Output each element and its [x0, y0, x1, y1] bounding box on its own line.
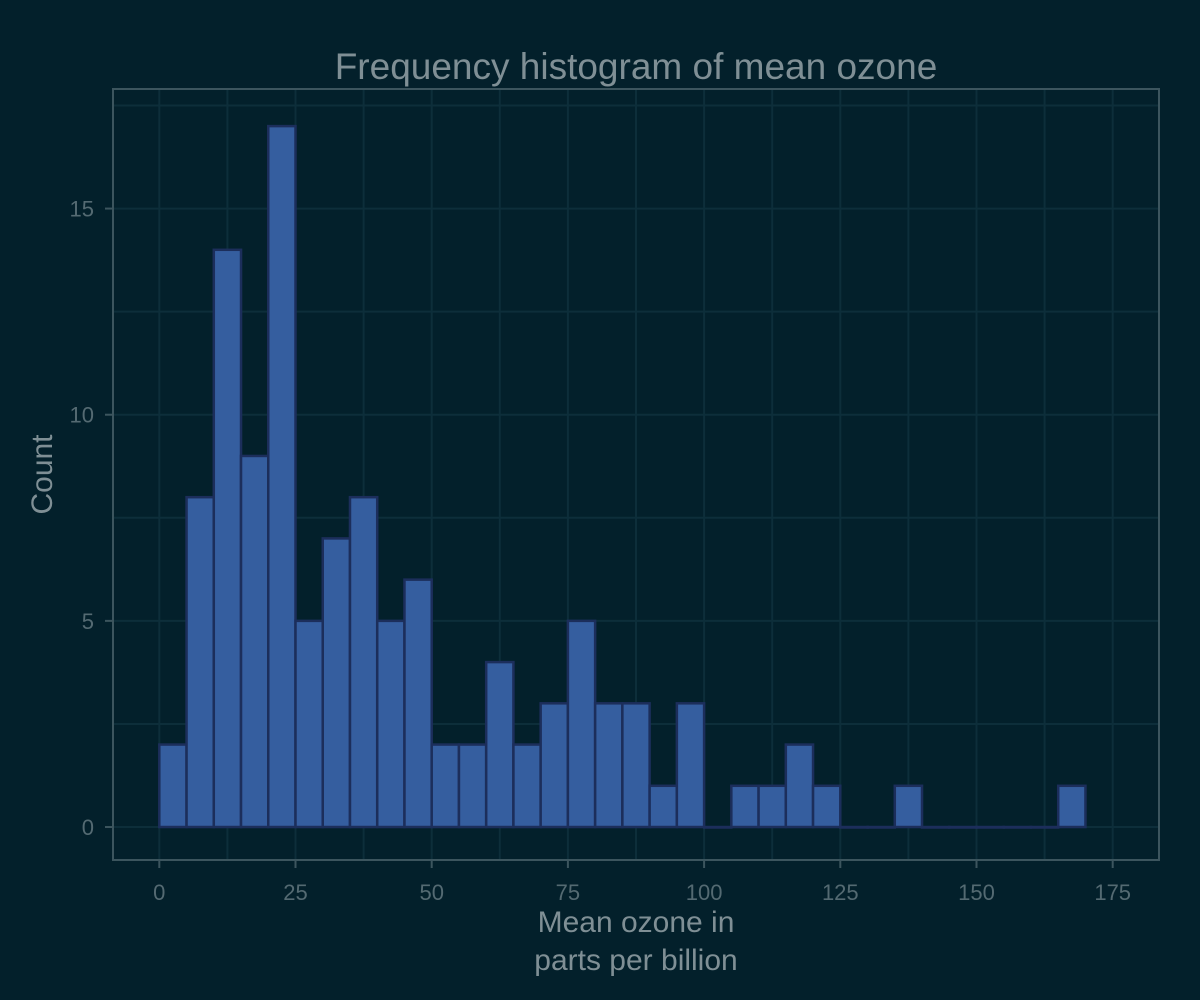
histogram-bar — [539, 702, 570, 829]
histogram-bar — [403, 578, 433, 829]
histogram-bar — [457, 743, 488, 829]
histogram-bar — [484, 660, 515, 829]
histogram-bar — [1056, 784, 1087, 829]
x-tick-label: 0 — [153, 880, 165, 905]
grid-layer — [113, 89, 1159, 860]
histogram-bar — [621, 702, 651, 829]
histogram-bar — [185, 495, 216, 829]
histogram-bar — [321, 537, 352, 829]
histogram-bar — [648, 784, 679, 829]
histogram-bar — [675, 702, 706, 829]
x-tick-label: 125 — [822, 880, 859, 905]
bars-layer — [158, 124, 1087, 829]
x-tick-label: 100 — [686, 880, 723, 905]
histogram-bar — [702, 825, 733, 829]
histogram-bar — [920, 825, 951, 829]
histogram-bar — [811, 784, 842, 829]
y-tick-label: 15 — [70, 197, 94, 222]
y-tick-label: 0 — [82, 815, 94, 840]
histogram-bar — [839, 825, 869, 829]
histogram-bar — [430, 743, 461, 829]
x-tick-label: 75 — [556, 880, 580, 905]
histogram-bar — [566, 619, 597, 829]
histogram-bar — [784, 743, 815, 829]
plot-frame — [112, 88, 1160, 861]
histogram-bar — [348, 495, 379, 829]
histogram-bar — [239, 454, 270, 829]
x-tick-label: 150 — [958, 880, 995, 905]
histogram-bar — [893, 784, 924, 829]
x-tick-label: 25 — [283, 880, 307, 905]
histogram-bar — [975, 825, 1005, 829]
histogram-bar — [593, 702, 624, 829]
chart-title: Frequency histogram of mean ozone — [335, 46, 938, 87]
x-tick-label: 50 — [419, 880, 443, 905]
histogram-bar — [158, 743, 188, 829]
y-tick-label: 10 — [70, 403, 94, 428]
histogram-bar — [1029, 825, 1060, 829]
x-axis-title-line-2: parts per billion — [534, 944, 737, 977]
histogram-bar — [267, 124, 297, 829]
histogram-bar — [375, 619, 406, 829]
histogram-bar — [1002, 825, 1033, 829]
y-tick-label: 5 — [82, 609, 94, 634]
histogram-bar — [212, 248, 243, 829]
ticks-layer: 0 25 50 75 100 125 150 175 0 5 10 15 — [70, 197, 1132, 905]
histogram-bar — [730, 784, 760, 829]
x-tick-label: 175 — [1094, 880, 1131, 905]
histogram-bar — [948, 825, 978, 829]
histogram-bar — [866, 825, 897, 829]
y-axis-title: Count — [26, 434, 59, 515]
histogram-bar — [757, 784, 788, 829]
x-axis-title-line-1: Mean ozone in — [538, 906, 735, 939]
histogram-bar — [512, 743, 542, 829]
histogram-bar — [294, 619, 324, 829]
